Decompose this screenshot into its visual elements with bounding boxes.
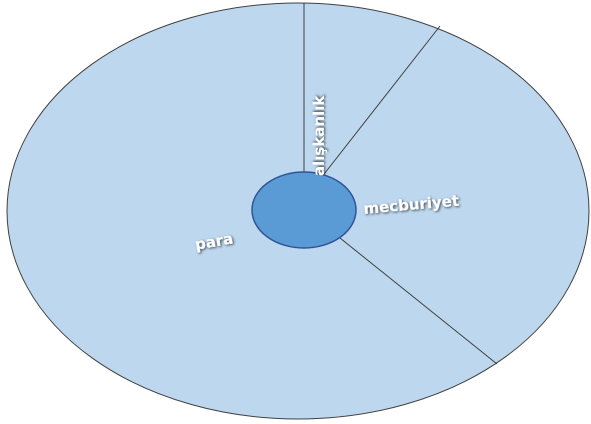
divider	[339, 237, 498, 365]
segment-label: alışkanlık	[310, 95, 328, 176]
center-circle	[251, 171, 357, 249]
divider	[320, 25, 441, 179]
